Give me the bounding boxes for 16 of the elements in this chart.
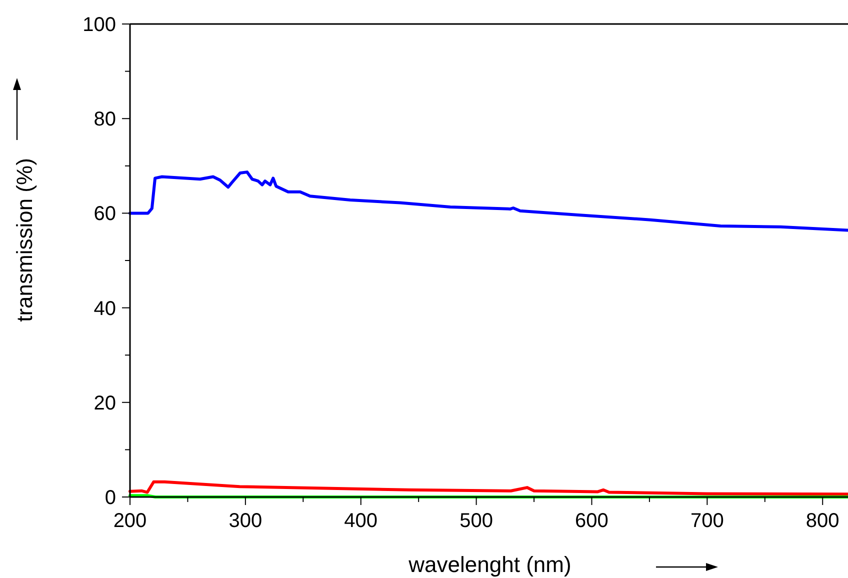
y-axis-title: transmission (%) [12, 158, 37, 322]
line-series [128, 170, 848, 232]
x-tick-label: 300 [228, 510, 262, 532]
x-tick-label: 600 [575, 510, 608, 532]
x-axis-title: wavelenght (nm) [408, 552, 572, 577]
y-tick-label: 20 [94, 392, 116, 414]
y-tick-label: 60 [94, 203, 116, 226]
y-tick-label: 100 [82, 14, 116, 36]
x-tick-label: 500 [460, 510, 493, 532]
x-tick-label: 400 [344, 510, 378, 532]
x-tick-label: 800 [806, 510, 840, 532]
x-tick-label: 700 [690, 510, 724, 532]
x-tick-label: 200 [113, 510, 147, 532]
y-tick-label: 0 [104, 487, 116, 509]
y-tick-label: 80 [94, 108, 116, 131]
y-tick-label: 40 [94, 298, 116, 320]
